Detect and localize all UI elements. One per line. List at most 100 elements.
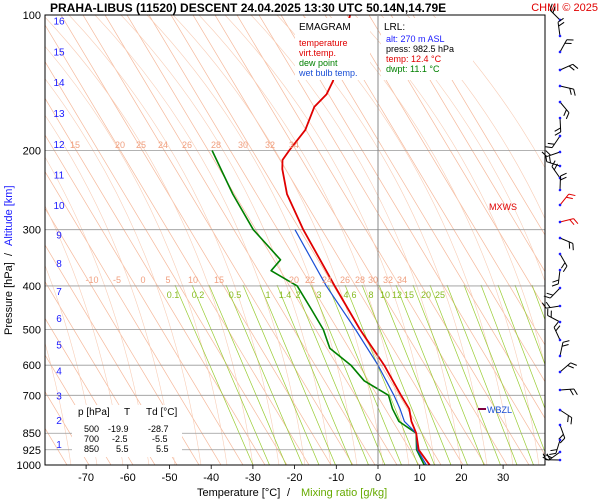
- wind-barb-staff: [553, 327, 561, 341]
- mixing-ratio-label: 12: [392, 290, 402, 300]
- wind-barb-dot: [558, 84, 562, 88]
- x-axis-title: Temperature [°C] / Mixing ratio [g/kg]: [197, 487, 387, 499]
- wind-barb-dot: [558, 320, 562, 324]
- dry-adiabat-label: 30: [238, 140, 248, 150]
- dry-adiabat: [45, 134, 244, 465]
- moist-adiabat-label: 34: [397, 275, 407, 285]
- wind-barb-icon: [558, 100, 570, 120]
- lrl-altitude: alt: 270 m ASL: [386, 34, 445, 44]
- dry-adiabat: [45, 354, 112, 465]
- wind-barb-feather: [553, 163, 558, 171]
- legend: EMAGRAM temperature virt.temp. dew point…: [295, 18, 370, 80]
- dry-adiabat: [45, 244, 178, 465]
- wind-barb-staff: [547, 314, 561, 323]
- wind-barb-feather: [554, 127, 561, 132]
- y-tick-label: 200: [23, 145, 41, 157]
- moist-adiabat-label: -5: [113, 275, 121, 285]
- table-cell: -19.9: [108, 424, 129, 434]
- x-axis-label-separator: /: [287, 487, 291, 499]
- mixing-ratio-label: 15: [404, 290, 414, 300]
- mixing-ratio-label: 6: [351, 290, 356, 300]
- altitude-tick-label: 5: [56, 341, 62, 352]
- wind-barb-dot: [558, 150, 562, 154]
- wind-barb-icon: [558, 408, 573, 425]
- dry-adiabat-label: 25: [136, 140, 146, 150]
- moist-adiabat: [172, 15, 384, 465]
- wind-barb-icon: [558, 172, 567, 192]
- mixing-ratio-line: [276, 284, 353, 465]
- wind-barb-icon: [558, 340, 570, 358]
- wind-barb-staff: [546, 305, 561, 309]
- wbzl-marker-label: WBZL: [487, 405, 512, 415]
- altitude-tick-label: 11: [54, 171, 65, 182]
- wind-barb-feather: [559, 437, 566, 444]
- moist-adiabat: [45, 114, 176, 465]
- wind-barb-feather: [555, 325, 561, 332]
- wind-barb-icon: [558, 218, 579, 226]
- wind-barb-dot: [558, 423, 562, 427]
- altitude-tick-label: 7: [56, 287, 62, 298]
- mixing-ratio-line: [327, 284, 402, 465]
- mixing-ratio-label: 1: [265, 290, 270, 300]
- wind-barb-staff: [559, 193, 570, 206]
- legend-item-virt-temp: virt.temp.: [299, 48, 336, 58]
- dry-adiabat: [412, 15, 545, 236]
- wind-barb-icon: [558, 63, 579, 72]
- wind-barb-dot: [558, 220, 562, 224]
- x-axis-label-mixing-ratio: Mixing ratio [g/kg]: [301, 487, 387, 499]
- mixing-ratio-label: 2: [295, 290, 300, 300]
- y-axis-label-altitude: Altitude [km]: [3, 185, 15, 246]
- wind-barb-staff: [551, 166, 561, 179]
- wind-barb-staff: [559, 362, 571, 373]
- x-tick-label: -30: [245, 472, 261, 484]
- mxws-marker-label: MXWS: [489, 202, 517, 212]
- mixing-ratio-label: 0.1: [167, 290, 180, 300]
- wind-barb-feather: [563, 109, 567, 117]
- wind-barb-feather: [545, 150, 551, 156]
- dry-adiabat: [368, 15, 545, 310]
- dry-adiabat: [82, 15, 354, 465]
- wind-barb-icon: [558, 362, 577, 374]
- dry-adiabat-label: 26: [182, 140, 192, 150]
- x-axis-label-temperature: Temperature [°C]: [197, 487, 280, 499]
- table-cell: -28.7: [148, 424, 169, 434]
- mixing-ratio-label: 10: [380, 290, 390, 300]
- wind-barb-icon: [557, 17, 565, 38]
- altitude-tick-label: 9: [56, 231, 62, 242]
- y-tick-label: 700: [23, 390, 41, 402]
- wind-barb-feather: [569, 219, 575, 226]
- moist-adiabat-label: 20: [289, 275, 299, 285]
- wind-barb-feather: [541, 302, 547, 309]
- wind-barb-icon: [554, 116, 562, 136]
- dry-adiabat: [104, 15, 376, 465]
- x-tick-label: 10: [414, 472, 426, 484]
- x-tick-label: 30: [497, 472, 509, 484]
- table-cell: 700: [84, 434, 99, 444]
- levels-table: p [hPa] T Td [°C] 500 -19.9 -28.7 700 -2…: [72, 405, 182, 457]
- altitude-tick-label: 1: [56, 440, 62, 451]
- wind-barb-dot: [558, 408, 562, 412]
- wind-barb-icon: [547, 308, 562, 324]
- dry-adiabat: [45, 170, 222, 465]
- legend-item-wet-bulb: wet bulb temp.: [298, 68, 358, 78]
- wind-barb-feather: [560, 176, 567, 181]
- altitude-tick-label: 14: [53, 78, 65, 89]
- moist-adiabat: [45, 16, 254, 465]
- moist-adiabat: [328, 15, 540, 465]
- wind-barb-staff: [559, 409, 573, 419]
- mixing-ratio-label: 25: [435, 290, 445, 300]
- wind-barb-staff: [559, 101, 570, 114]
- moist-adiabat-label: 28: [355, 275, 365, 285]
- mixing-ratio-line: [497, 284, 545, 410]
- wind-barb-feather: [547, 308, 549, 316]
- dry-adiabat: [60, 15, 332, 465]
- dry-adiabat: [324, 15, 545, 383]
- moist-adiabat-label: 15: [214, 275, 224, 285]
- wind-barb-icon: [558, 252, 568, 272]
- wind-barb-feather: [566, 196, 573, 200]
- wind-barb-staff: [559, 237, 574, 244]
- wind-barb-feather: [572, 63, 579, 69]
- moist-adiabat: [432, 15, 545, 169]
- y-axis-label-pressure: Pressure [hPa]: [3, 262, 15, 335]
- wind-barb-feather: [550, 310, 552, 318]
